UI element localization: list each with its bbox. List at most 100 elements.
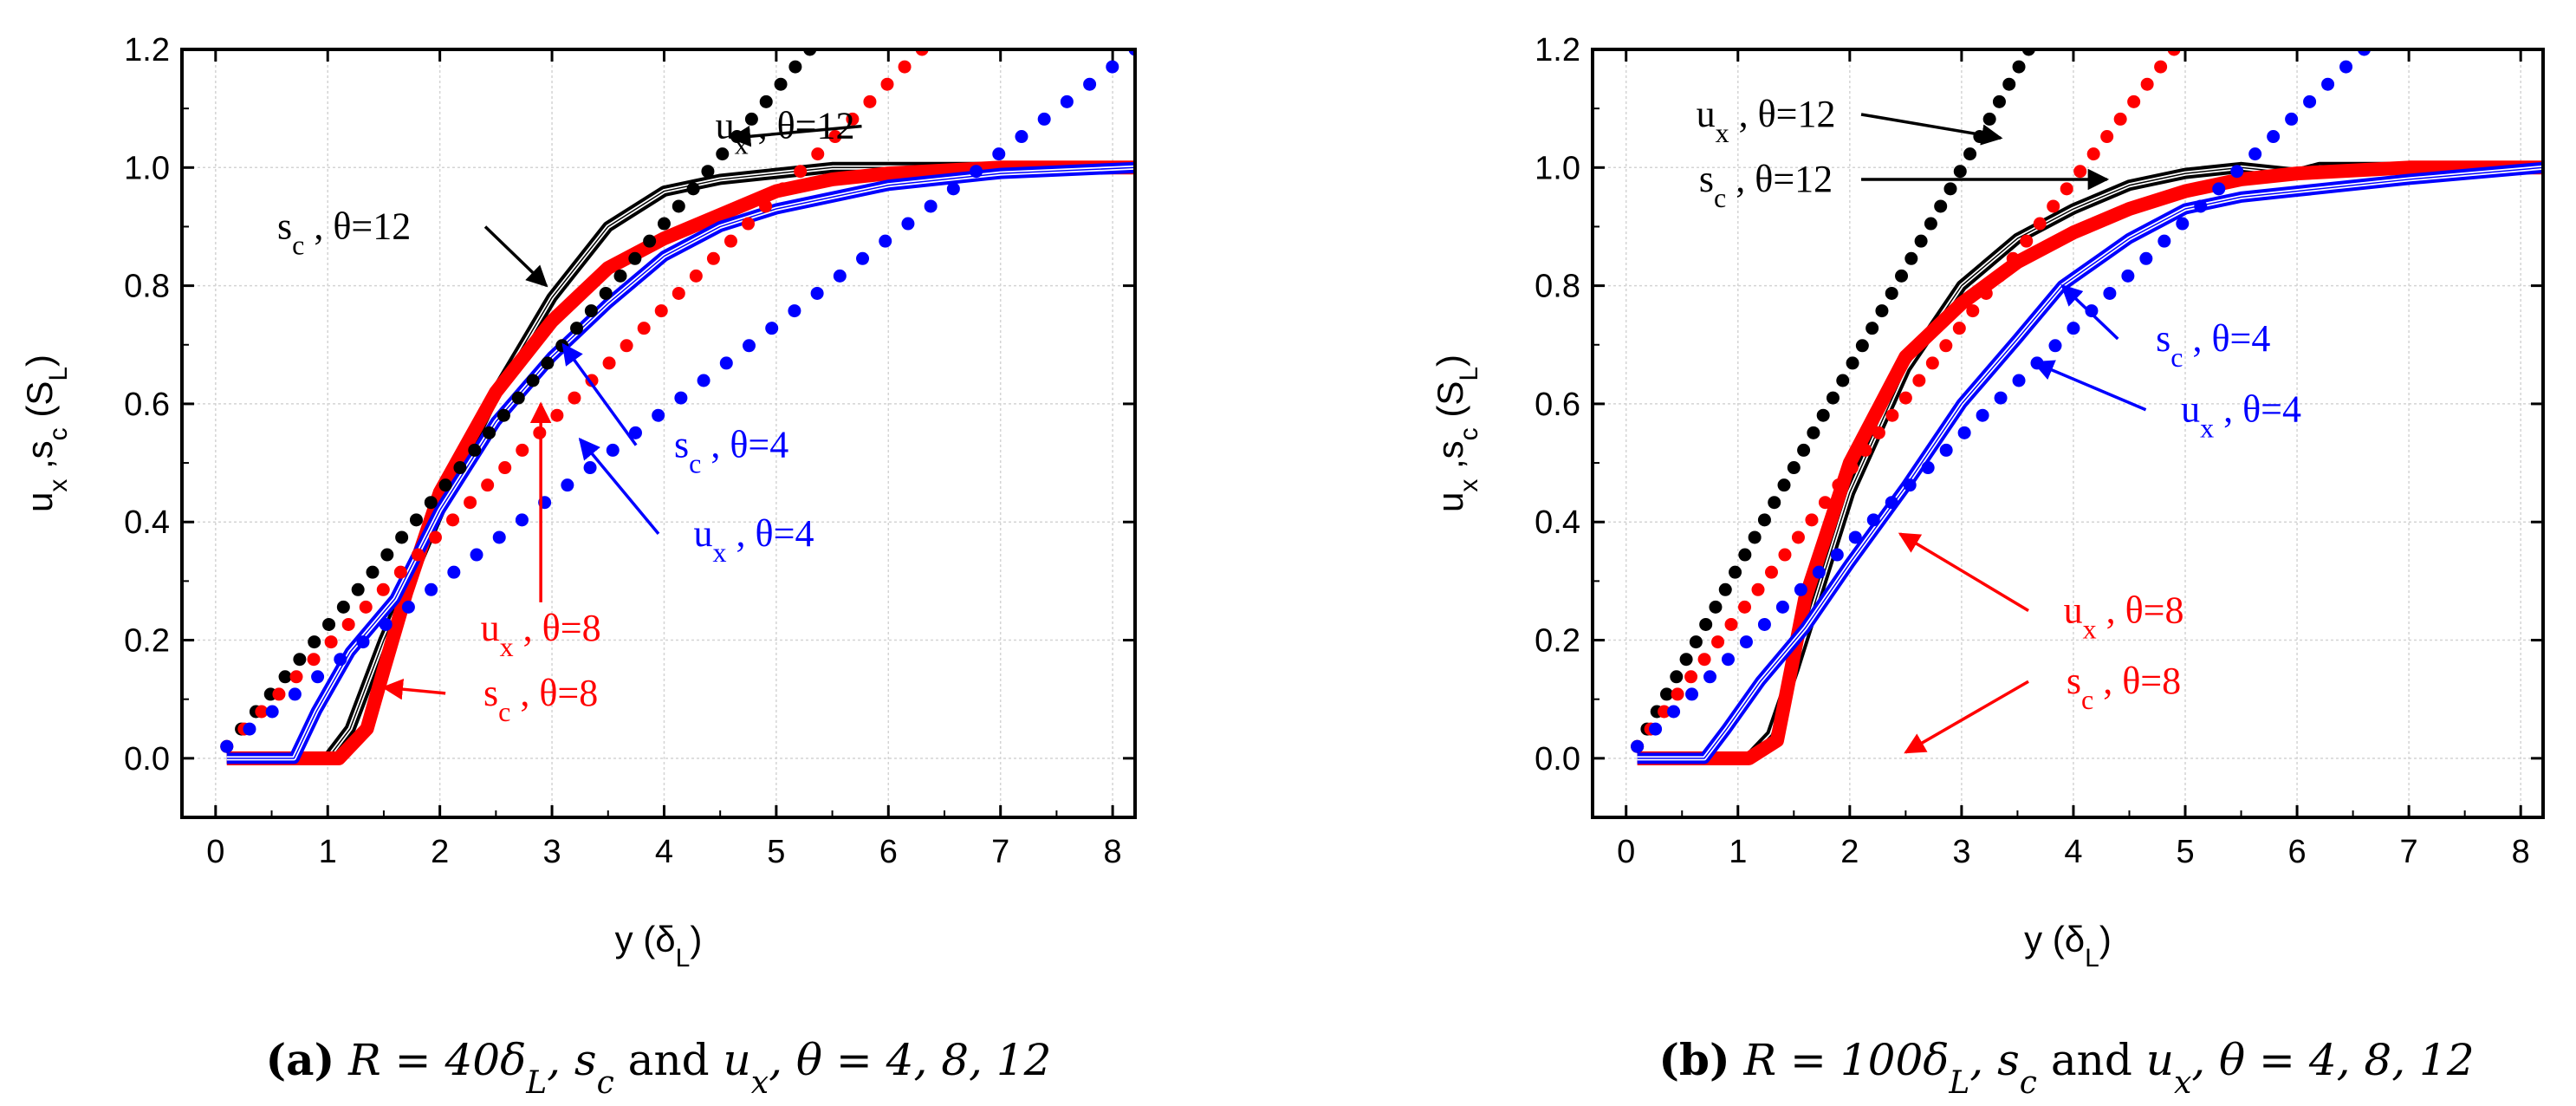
data-point xyxy=(637,322,651,335)
data-point xyxy=(1943,182,1957,196)
annotation-label: sc , θ=4 xyxy=(2156,317,2270,373)
annotation-label: ux , θ=4 xyxy=(694,512,814,568)
data-point xyxy=(654,304,668,318)
data-point xyxy=(1966,304,1980,318)
data-point xyxy=(1963,147,1977,161)
data-point xyxy=(2103,286,2117,300)
x-tick-label: 8 xyxy=(1104,834,1122,870)
data-point xyxy=(1866,513,1880,527)
data-point xyxy=(1912,374,1926,387)
data-point xyxy=(1757,513,1771,527)
data-point xyxy=(1791,530,1805,544)
data-point xyxy=(526,374,540,387)
data-point xyxy=(657,217,671,231)
data-point xyxy=(2012,60,2026,74)
x-tick-label: 7 xyxy=(2400,834,2418,870)
annotation-arrow xyxy=(729,124,862,147)
data-point xyxy=(1924,217,1937,231)
x-axis-label: y (δL) xyxy=(2024,919,2112,973)
data-point xyxy=(1865,322,1879,335)
data-point xyxy=(1957,426,1971,439)
data-point xyxy=(2020,234,2034,248)
annotation-label: ux , θ=12 xyxy=(716,105,855,160)
data-point xyxy=(992,147,1006,161)
data-point xyxy=(1106,60,1119,74)
data-point xyxy=(2212,182,2226,196)
data-point xyxy=(2012,374,2026,387)
data-point xyxy=(425,582,438,596)
data-point xyxy=(428,530,442,544)
data-point xyxy=(774,77,788,91)
series-u-x-8 xyxy=(220,49,929,753)
data-point xyxy=(2067,322,2080,335)
data-point xyxy=(1711,635,1725,649)
data-point xyxy=(856,251,870,265)
data-point xyxy=(620,339,633,353)
data-point xyxy=(492,530,506,544)
data-point xyxy=(643,234,657,248)
data-point xyxy=(1903,478,1917,492)
data-point xyxy=(311,670,325,684)
data-point xyxy=(898,60,912,74)
data-point xyxy=(424,496,438,510)
data-point xyxy=(1885,408,1899,422)
data-point xyxy=(2048,339,2062,353)
data-point xyxy=(1934,199,1948,213)
data-point xyxy=(1816,408,1830,422)
data-point xyxy=(1724,617,1738,631)
data-point xyxy=(307,653,321,667)
data-point xyxy=(2230,165,2244,179)
series-s-c-4-core xyxy=(1637,166,2543,759)
data-point xyxy=(379,617,393,631)
data-point xyxy=(742,217,756,231)
data-point xyxy=(2139,251,2153,265)
data-point xyxy=(2033,217,2047,231)
data-point xyxy=(272,687,286,701)
y-tick-label: 0.0 xyxy=(1535,741,1580,777)
data-point xyxy=(697,374,711,387)
y-tick-label: 1.0 xyxy=(1535,150,1580,186)
data-point xyxy=(672,286,685,300)
data-point xyxy=(1855,339,1869,353)
data-point xyxy=(2047,199,2060,213)
y-tick-label: 0.6 xyxy=(1535,387,1580,423)
data-point xyxy=(446,513,460,527)
data-point xyxy=(794,165,808,179)
data-point xyxy=(1818,496,1832,510)
y-tick-label: 0.2 xyxy=(1535,623,1580,660)
data-point xyxy=(833,269,847,283)
data-point xyxy=(719,356,733,370)
data-point xyxy=(606,443,620,457)
annotation-label: sc , θ=4 xyxy=(674,424,788,479)
data-point xyxy=(255,705,269,719)
data-point xyxy=(1709,600,1723,614)
data-point xyxy=(1976,408,1989,422)
data-point xyxy=(1797,443,1811,457)
data-point xyxy=(1939,339,1953,353)
data-point xyxy=(570,322,584,335)
data-point xyxy=(1895,269,1909,283)
x-tick-label: 1 xyxy=(319,834,337,870)
series-u-x-8 xyxy=(1631,49,2181,753)
data-point xyxy=(1649,722,1663,736)
data-point xyxy=(1993,269,2007,283)
y-axis-label: ux ,sc (SL) xyxy=(1430,355,1483,512)
y-axis-label: ux ,sc (SL) xyxy=(19,355,73,512)
data-point xyxy=(584,304,598,318)
caption: (a) R = 40δL, sc and ux, θ = 4, 8, 12 xyxy=(266,1034,1052,1101)
data-point xyxy=(1846,356,1859,370)
data-point xyxy=(308,635,321,649)
data-point xyxy=(1812,565,1826,579)
data-point xyxy=(515,513,529,527)
data-point xyxy=(901,217,915,231)
data-point xyxy=(2339,60,2353,74)
series-s-c-4 xyxy=(1637,161,2543,764)
data-point xyxy=(846,112,860,126)
data-point xyxy=(1859,443,1872,457)
data-point xyxy=(1689,635,1703,649)
data-point xyxy=(496,408,510,422)
y-tick-label: 0.4 xyxy=(1535,504,1580,541)
data-point xyxy=(1037,112,1051,126)
data-point xyxy=(970,165,983,179)
